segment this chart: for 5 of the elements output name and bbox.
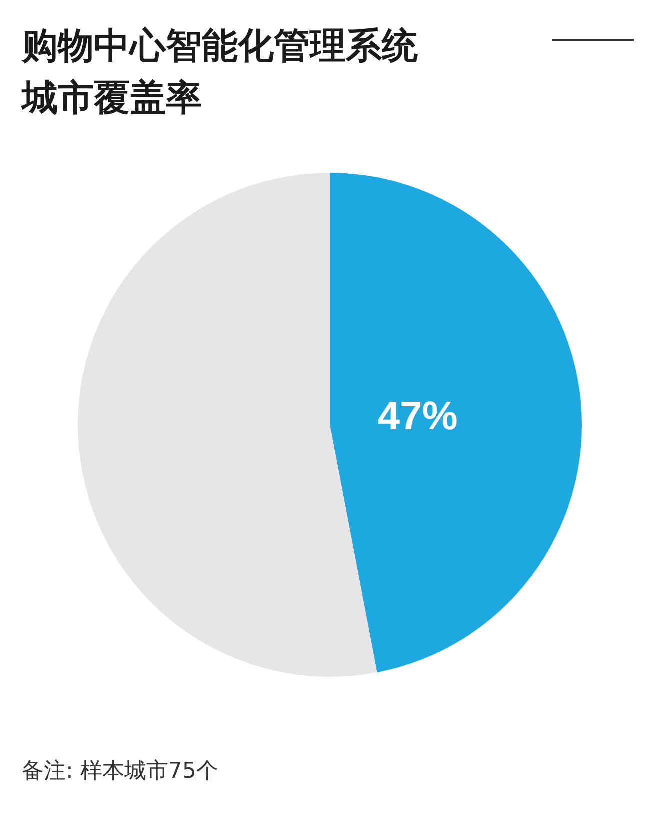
pie-slice bbox=[78, 173, 378, 677]
pie-slice bbox=[330, 173, 582, 673]
text: 备注: 样本城市75个 bbox=[22, 759, 218, 784]
chart-title: 购物中心智能化管理系统城市覆盖率 bbox=[20, 26, 418, 119]
data-label: 47% bbox=[378, 394, 458, 439]
